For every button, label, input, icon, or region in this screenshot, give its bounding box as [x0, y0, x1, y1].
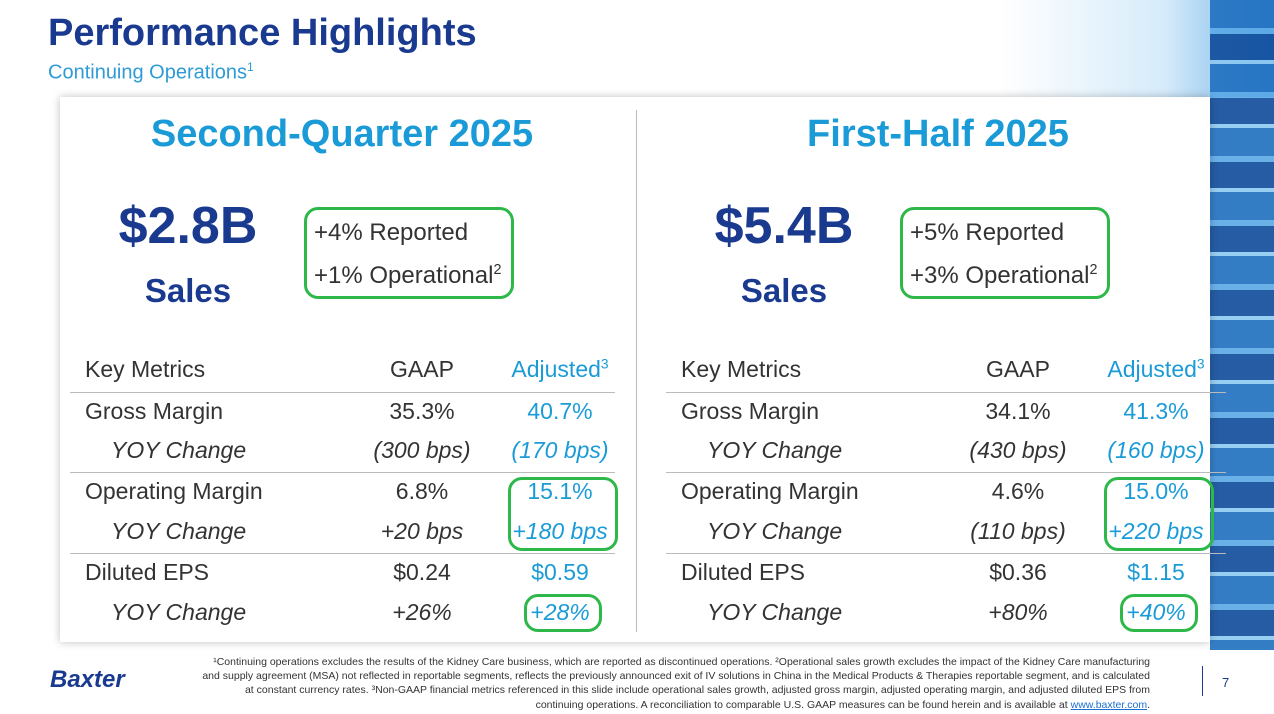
row-label: YOY Change	[111, 599, 247, 625]
page-divider	[1202, 666, 1203, 696]
background-stripes	[1210, 0, 1274, 650]
table-value: (110 bps)	[970, 518, 1066, 544]
highlight-box	[508, 477, 618, 551]
row-rule	[666, 392, 1226, 393]
growth-line: +4% Reported	[314, 219, 468, 247]
growth-text: +1% Operational	[314, 262, 494, 289]
table-header: Key Metrics	[85, 356, 205, 383]
growth-text: +5% Reported	[910, 219, 1065, 246]
table-value: +220 bps	[1108, 518, 1204, 544]
footnote: ¹Continuing operations excludes the resu…	[200, 655, 1150, 712]
row-label: Gross Margin	[85, 398, 224, 424]
table-value: $0.36	[989, 559, 1047, 585]
table-value: 41.3%	[1123, 398, 1189, 424]
row-label: Operating Margin	[85, 478, 263, 504]
footnote-ref: 3	[600, 356, 609, 372]
table-value: (430 bps)	[969, 437, 1067, 463]
row-label: YOY Change	[111, 437, 247, 463]
header-text: Adjusted	[511, 356, 601, 382]
table-value: 15.0%	[1123, 478, 1189, 504]
link[interactable]: www.baxter.com	[1070, 698, 1148, 711]
highlight-box	[1104, 477, 1214, 551]
panel	[60, 97, 1210, 642]
sales-label: Sales	[144, 272, 232, 309]
header-text: Adjusted	[1107, 356, 1197, 382]
table-value: (300 bps)	[373, 437, 471, 463]
row-label: Diluted EPS	[681, 559, 806, 585]
header-text: Key Metrics	[85, 356, 206, 382]
row-rule	[666, 472, 1226, 473]
panel-heading: First-Half 2025	[807, 113, 1069, 155]
row-rule	[70, 472, 615, 473]
table-header: GAAP	[948, 356, 1088, 383]
sales-value: $5.4B	[714, 197, 854, 255]
table-value: 6.8%	[395, 478, 449, 504]
sales-value: $2.8B	[118, 197, 258, 255]
row-label: YOY Change	[707, 599, 843, 625]
table-value: 4.6%	[991, 478, 1045, 504]
growth-line: +1% Operational2	[314, 262, 501, 290]
table-header: Adjusted3	[1086, 356, 1226, 383]
table-value: +20 bps	[380, 518, 464, 544]
row-label: YOY Change	[707, 518, 843, 544]
page-number: 7	[1222, 675, 1230, 690]
header-text: GAAP	[390, 356, 454, 382]
highlight-box	[304, 207, 514, 299]
subtitle: Continuing Operations1	[48, 60, 254, 85]
highlight-box	[524, 594, 602, 632]
table-value: $1.15	[1127, 559, 1185, 585]
table-value: 35.3%	[389, 398, 455, 424]
table-value: (170 bps)	[511, 437, 609, 463]
table-value: +180 bps	[512, 518, 608, 544]
row-label: Diluted EPS	[85, 559, 210, 585]
sales-label: Sales	[740, 272, 828, 309]
panel-heading: Second-Quarter 2025	[150, 113, 534, 155]
row-rule	[666, 553, 1226, 554]
highlight-box	[900, 207, 1110, 299]
row-label: Operating Margin	[681, 478, 859, 504]
table-value: +40%	[1126, 599, 1186, 625]
subtitle-text: Continuing Operations	[48, 61, 248, 84]
divider	[636, 110, 637, 632]
table-value: 40.7%	[527, 398, 593, 424]
table-value: (160 bps)	[1107, 437, 1205, 463]
title: Performance Highlights	[48, 12, 477, 54]
table-header: Key Metrics	[681, 356, 801, 383]
table-value: $0.59	[531, 559, 589, 585]
footnote-ref: 1	[247, 60, 254, 74]
header-text: GAAP	[986, 356, 1050, 382]
footnote-ref: 2	[1089, 262, 1098, 278]
footnote-ref: 2	[493, 262, 502, 278]
logo: Baxter	[50, 666, 125, 693]
table-value: 15.1%	[527, 478, 593, 504]
growth-text: +3% Operational	[910, 262, 1090, 289]
table-value: $0.24	[393, 559, 451, 585]
footnote-ref: 3	[1196, 356, 1205, 372]
header-text: Key Metrics	[681, 356, 802, 382]
table-value: +26%	[392, 599, 452, 625]
table-value: 34.1%	[985, 398, 1051, 424]
growth-text: +4% Reported	[314, 219, 469, 246]
footnote-text: ¹Continuing operations excludes the resu…	[202, 656, 1150, 711]
row-label: YOY Change	[111, 518, 247, 544]
growth-line: +5% Reported	[910, 219, 1064, 247]
footnote-end: .	[1147, 698, 1150, 711]
row-rule	[70, 392, 615, 393]
highlight-box	[1120, 594, 1198, 632]
row-label: Gross Margin	[681, 398, 820, 424]
row-rule	[70, 553, 615, 554]
row-label: YOY Change	[707, 437, 843, 463]
table-value: +28%	[530, 599, 590, 625]
table-header: GAAP	[352, 356, 492, 383]
table-value: +80%	[988, 599, 1048, 625]
growth-line: +3% Operational2	[910, 262, 1097, 290]
table-header: Adjusted3	[490, 356, 630, 383]
